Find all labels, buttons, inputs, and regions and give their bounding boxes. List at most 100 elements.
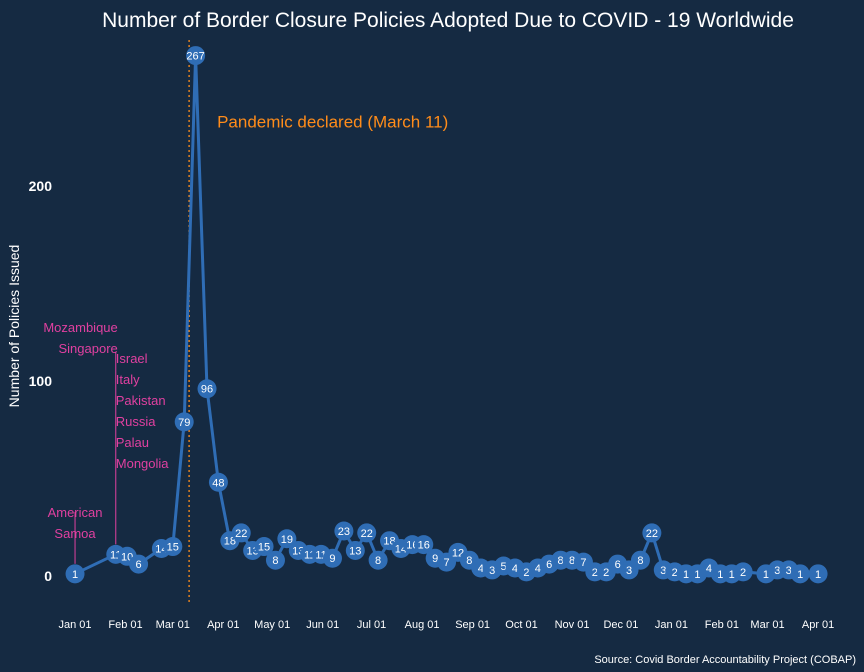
- country-label: American: [48, 505, 103, 520]
- x-tick-label: Sep 01: [455, 619, 490, 631]
- series-line: [74, 54, 819, 576]
- data-point-label: 8: [569, 555, 575, 567]
- data-point-label: 48: [212, 477, 224, 489]
- country-label: Samoa: [54, 526, 96, 541]
- x-tick-label: Jan 01: [655, 619, 688, 631]
- data-point-label: 22: [646, 528, 658, 540]
- data-point-label: 3: [774, 565, 780, 577]
- x-tick-label: Jun 01: [306, 619, 339, 631]
- x-tick-label: Aug 01: [405, 619, 440, 631]
- x-tick-label: Feb 01: [108, 619, 142, 631]
- data-point: [414, 535, 434, 555]
- data-point-label: 3: [660, 565, 666, 577]
- data-point-label: 16: [418, 540, 430, 552]
- data-point: [174, 412, 194, 432]
- country-label: Mozambique: [43, 320, 117, 335]
- x-tick-label: Jan 01: [59, 619, 92, 631]
- data-point-label: 3: [626, 565, 632, 577]
- data-point-label: 19: [281, 534, 293, 546]
- data-point-label: 1: [815, 569, 821, 581]
- y-tick-label: 100: [29, 373, 53, 389]
- data-point: [334, 521, 354, 541]
- data-point-label: 22: [235, 528, 247, 540]
- data-point-label: 1: [72, 569, 78, 581]
- country-label: Pakistan: [116, 393, 166, 408]
- data-point: [231, 523, 251, 543]
- data-point-label: 8: [375, 555, 381, 567]
- x-tick-label: Nov 01: [555, 619, 590, 631]
- data-point-label: 4: [478, 563, 484, 575]
- data-point-label: 3: [489, 565, 495, 577]
- data-point: [808, 564, 828, 584]
- data-point: [277, 529, 297, 549]
- data-point-label: 79: [178, 417, 190, 429]
- data-point-label: 6: [546, 559, 552, 571]
- x-tick-label: Mar 01: [156, 619, 190, 631]
- data-point: [254, 537, 274, 557]
- data-point-label: 2: [592, 567, 598, 579]
- data-point-label: 7: [580, 557, 586, 569]
- data-point: [733, 562, 753, 582]
- data-point: [368, 550, 388, 570]
- x-tick-label: Dec 01: [603, 619, 638, 631]
- data-point-label: 22: [361, 528, 373, 540]
- data-point-label: 11: [304, 549, 315, 561]
- country-label: Israel: [116, 351, 148, 366]
- data-point-label: 18: [224, 536, 236, 548]
- data-point: [186, 46, 206, 66]
- data-point: [163, 537, 183, 557]
- data-point-label: 23: [338, 526, 350, 538]
- data-point-label: 2: [523, 567, 529, 579]
- data-point: [265, 550, 285, 570]
- pandemic-declared-label: Pandemic declared (March 11): [217, 113, 448, 132]
- chart-title: Number of Border Closure Policies Adopte…: [102, 9, 794, 32]
- country-label: Mongolia: [116, 456, 170, 471]
- data-point: [345, 540, 365, 560]
- data-point-label: 13: [349, 545, 361, 557]
- x-tick-label: Oct 01: [505, 619, 537, 631]
- data-point-label: 1: [694, 569, 700, 581]
- data-point-label: 4: [512, 563, 518, 575]
- data-point-label: 8: [637, 555, 643, 567]
- data-point-label: 11: [315, 549, 326, 561]
- data-point: [129, 554, 149, 574]
- data-point-label: 1: [763, 569, 769, 581]
- data-point-label: 8: [558, 555, 564, 567]
- data-point: [357, 523, 377, 543]
- x-tick-label: Apr 01: [802, 619, 834, 631]
- data-point-label: 4: [535, 563, 541, 575]
- y-axis-label: Number of Policies Issued: [6, 245, 22, 408]
- country-label: Palau: [116, 435, 149, 450]
- x-tick-label: May 01: [254, 619, 290, 631]
- data-point: [642, 523, 662, 543]
- data-point-label: 96: [201, 384, 213, 396]
- x-tick-label: Feb 01: [705, 619, 739, 631]
- country-label: Italy: [116, 372, 140, 387]
- data-point-label: 2: [672, 567, 678, 579]
- data-point-label: 15: [167, 542, 179, 554]
- x-ticks: Jan 01 Feb 01 Mar 01 Apr 01 May 01 Jun 01 Jul …: [59, 619, 835, 631]
- data-point-label: 9: [432, 553, 438, 565]
- y-ticks: 0 100 200: [29, 178, 53, 584]
- data-point-label: 7: [443, 557, 449, 569]
- data-point-label: 15: [258, 542, 270, 554]
- data-point-label: 9: [329, 553, 335, 565]
- data-point-label: 2: [603, 567, 609, 579]
- data-point-label: 6: [136, 559, 142, 571]
- x-tick-label: Apr 01: [207, 619, 239, 631]
- x-tick-label: Jul 01: [357, 619, 386, 631]
- data-point-label: 267: [186, 51, 204, 63]
- data-point-label: 8: [272, 555, 278, 567]
- data-point-label: 5: [501, 561, 507, 573]
- data-point-label: 11: [110, 549, 121, 561]
- data-point-label: 1: [717, 569, 723, 581]
- data-point-label: 1: [683, 569, 689, 581]
- data-point-label: 3: [786, 565, 792, 577]
- data-point: [790, 564, 810, 584]
- data-point: [630, 550, 650, 570]
- data-point: [197, 379, 217, 399]
- data-point-label: 2: [740, 567, 746, 579]
